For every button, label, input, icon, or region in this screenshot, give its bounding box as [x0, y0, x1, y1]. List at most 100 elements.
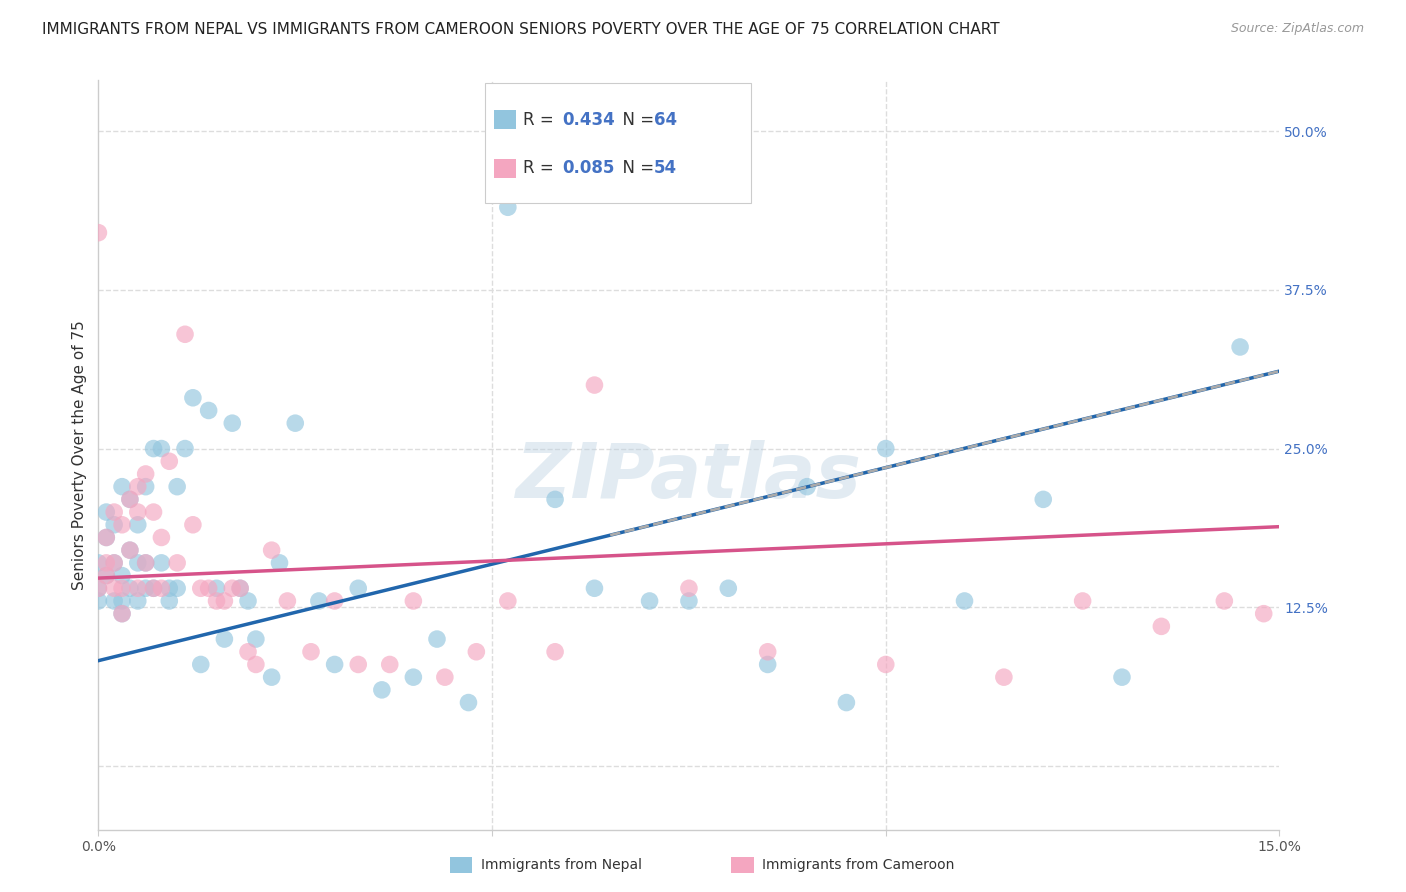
- Point: [260, 543, 283, 558]
- Point: [111, 517, 134, 532]
- Point: [190, 581, 212, 595]
- Point: [103, 594, 125, 608]
- Point: [323, 657, 346, 672]
- Point: [103, 556, 125, 570]
- Point: [402, 670, 425, 684]
- Point: [756, 657, 779, 672]
- Point: [544, 492, 567, 507]
- Point: [135, 556, 157, 570]
- Point: [347, 657, 370, 672]
- Text: IMMIGRANTS FROM NEPAL VS IMMIGRANTS FROM CAMEROON SENIORS POVERTY OVER THE AGE O: IMMIGRANTS FROM NEPAL VS IMMIGRANTS FROM…: [42, 22, 1000, 37]
- Point: [205, 581, 228, 595]
- Point: [457, 696, 479, 710]
- Point: [135, 467, 157, 481]
- Point: [111, 568, 134, 582]
- Point: [111, 594, 134, 608]
- Point: [150, 442, 173, 456]
- Point: [127, 581, 149, 595]
- Point: [229, 581, 252, 595]
- Point: [166, 480, 188, 494]
- Point: [465, 645, 488, 659]
- Point: [197, 581, 219, 595]
- Text: N =: N =: [612, 111, 659, 128]
- Point: [157, 454, 180, 468]
- Point: [87, 594, 110, 608]
- Point: [118, 492, 141, 507]
- Point: [166, 581, 188, 595]
- Point: [174, 327, 197, 342]
- Point: [260, 670, 283, 684]
- Point: [433, 670, 456, 684]
- Point: [142, 505, 165, 519]
- Point: [127, 517, 149, 532]
- Point: [150, 531, 173, 545]
- Point: [103, 556, 125, 570]
- Point: [678, 594, 700, 608]
- Point: [245, 632, 267, 646]
- Point: [157, 594, 180, 608]
- Point: [496, 594, 519, 608]
- Point: [87, 581, 110, 595]
- Point: [276, 594, 298, 608]
- Point: [953, 594, 976, 608]
- Point: [638, 594, 661, 608]
- Text: 64: 64: [654, 111, 678, 128]
- Point: [229, 581, 252, 595]
- Point: [221, 416, 243, 430]
- Point: [96, 531, 118, 545]
- Point: [118, 492, 141, 507]
- Point: [1213, 594, 1236, 608]
- Point: [284, 416, 307, 430]
- Text: R =: R =: [523, 160, 560, 178]
- Point: [1253, 607, 1275, 621]
- Point: [118, 581, 141, 595]
- Point: [87, 226, 110, 240]
- Point: [142, 581, 165, 595]
- Point: [347, 581, 370, 595]
- Point: [875, 657, 897, 672]
- Point: [544, 645, 567, 659]
- Point: [1111, 670, 1133, 684]
- Point: [157, 581, 180, 595]
- Text: Source: ZipAtlas.com: Source: ZipAtlas.com: [1230, 22, 1364, 36]
- Point: [236, 645, 259, 659]
- Point: [135, 581, 157, 595]
- Point: [103, 517, 125, 532]
- Point: [135, 480, 157, 494]
- Point: [96, 568, 118, 582]
- Point: [583, 581, 606, 595]
- Point: [111, 607, 134, 621]
- Point: [756, 645, 779, 659]
- Point: [118, 543, 141, 558]
- Point: [127, 594, 149, 608]
- Point: [796, 480, 818, 494]
- Point: [496, 200, 519, 214]
- Point: [96, 505, 118, 519]
- Point: [135, 556, 157, 570]
- Point: [142, 442, 165, 456]
- Point: [166, 556, 188, 570]
- Point: [87, 581, 110, 595]
- Point: [111, 607, 134, 621]
- Point: [103, 581, 125, 595]
- Text: R =: R =: [523, 111, 560, 128]
- Text: 0.434: 0.434: [562, 111, 616, 128]
- Point: [678, 581, 700, 595]
- Text: N =: N =: [612, 160, 659, 178]
- Point: [835, 696, 858, 710]
- Point: [174, 442, 197, 456]
- Point: [323, 594, 346, 608]
- Point: [96, 556, 118, 570]
- Point: [269, 556, 291, 570]
- Point: [150, 556, 173, 570]
- Text: 54: 54: [654, 160, 678, 178]
- Text: ZIPatlas: ZIPatlas: [516, 441, 862, 515]
- Point: [111, 581, 134, 595]
- Point: [190, 657, 212, 672]
- Point: [103, 505, 125, 519]
- Point: [1032, 492, 1054, 507]
- Point: [205, 594, 228, 608]
- Point: [87, 556, 110, 570]
- Point: [299, 645, 322, 659]
- Point: [181, 391, 204, 405]
